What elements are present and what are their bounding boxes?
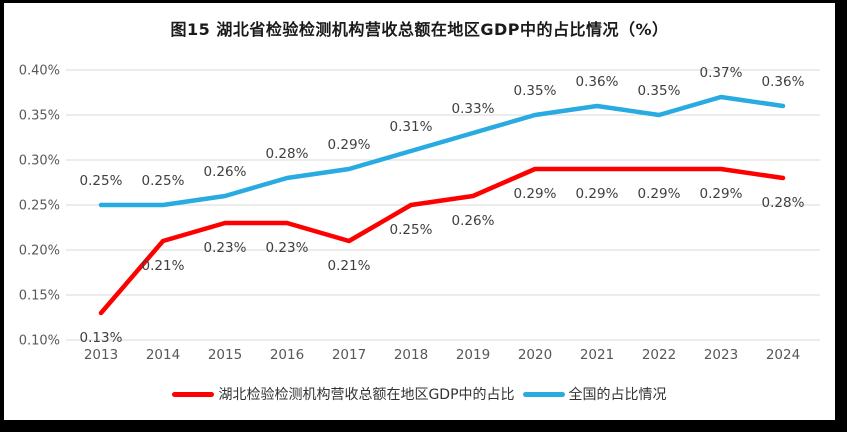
legend-label-national: 全国的占比情况: [568, 387, 667, 403]
y-axis-tick-label: 0.20%: [19, 244, 60, 259]
x-axis-tick-label: 2019: [456, 347, 490, 363]
series-line-national: [98, 94, 786, 208]
data-label-hubei: 0.23%: [266, 240, 309, 256]
chart-container: 图15 湖北省检验检测机构营收总额在地区GDP中的占比情况（%） 0.10% 0.…: [4, 3, 835, 420]
data-label-hubei: 0.29%: [638, 186, 681, 202]
data-label-hubei: 0.21%: [142, 258, 185, 274]
y-axis-tick-label: 0.25%: [19, 199, 60, 214]
legend-line-blue-icon: [522, 391, 565, 397]
chart-title: 图15 湖北省检验检测机构营收总额在地区GDP中的占比情况（%）: [170, 20, 669, 39]
data-label-hubei: 0.21%: [328, 258, 371, 274]
data-label-national: 0.35%: [638, 83, 681, 99]
y-axis-tick-label: 0.30%: [19, 154, 60, 169]
data-label-hubei: 0.28%: [762, 195, 805, 211]
data-label-hubei: 0.25%: [390, 222, 433, 238]
data-label-national: 0.31%: [390, 119, 433, 135]
y-axis-tick-label: 0.15%: [19, 289, 60, 304]
data-label-national: 0.25%: [142, 173, 185, 189]
y-axis-tick-label: 0.10%: [19, 334, 60, 349]
data-label-hubei: 0.26%: [452, 213, 495, 229]
line-chart-canvas: 0.10% 0.15% 0.20% 0.25% 0.30% 0.35% 0.40% 2013 2…: [19, 64, 820, 363]
data-label-hubei: 0.23%: [204, 240, 247, 256]
y-axis-tick-label: 0.40%: [19, 64, 60, 79]
legend-item-national: 全国的占比情况: [522, 384, 667, 404]
series-line-hubei: [98, 166, 786, 316]
x-axis-tick-label: 2023: [704, 347, 738, 363]
data-label-national: 0.35%: [514, 83, 557, 99]
data-label-hubei: 0.29%: [700, 186, 743, 202]
data-label-national: 0.28%: [266, 146, 309, 162]
data-label-hubei: 0.29%: [514, 186, 557, 202]
data-label-national: 0.29%: [328, 137, 371, 153]
x-axis-tick-label: 2022: [642, 347, 676, 363]
x-axis-tick-label: 2014: [146, 347, 180, 363]
y-axis-tick-label: 0.35%: [19, 109, 60, 124]
x-axis-tick-label: 2024: [766, 347, 800, 363]
x-axis-tick-label: 2017: [332, 347, 366, 363]
data-label-national: 0.36%: [576, 74, 619, 90]
data-label-hubei: 0.29%: [576, 186, 619, 202]
x-axis-tick-label: 2013: [84, 347, 118, 363]
data-label-national: 0.26%: [204, 164, 247, 180]
data-label-hubei: 0.13%: [80, 330, 123, 346]
legend-item-hubei: 湖北检验检测机构营收总额在地区GDP中的占比: [172, 384, 515, 404]
data-label-national: 0.33%: [452, 101, 495, 117]
data-label-national: 0.25%: [80, 173, 123, 189]
x-axis-tick-label: 2016: [270, 347, 304, 363]
x-axis-tick-label: 2020: [518, 347, 552, 363]
data-label-national: 0.36%: [762, 74, 805, 90]
legend-line-red-icon: [172, 391, 215, 397]
chart-legend: 湖北检验检测机构营收总额在地区GDP中的占比 全国的占比情况: [4, 383, 835, 405]
x-axis-tick-label: 2021: [580, 347, 614, 363]
x-axis-tick-label: 2015: [208, 347, 242, 363]
data-label-national: 0.37%: [700, 65, 743, 81]
legend-label-hubei: 湖北检验检测机构营收总额在地区GDP中的占比: [218, 387, 515, 403]
x-axis-tick-label: 2018: [394, 347, 428, 363]
